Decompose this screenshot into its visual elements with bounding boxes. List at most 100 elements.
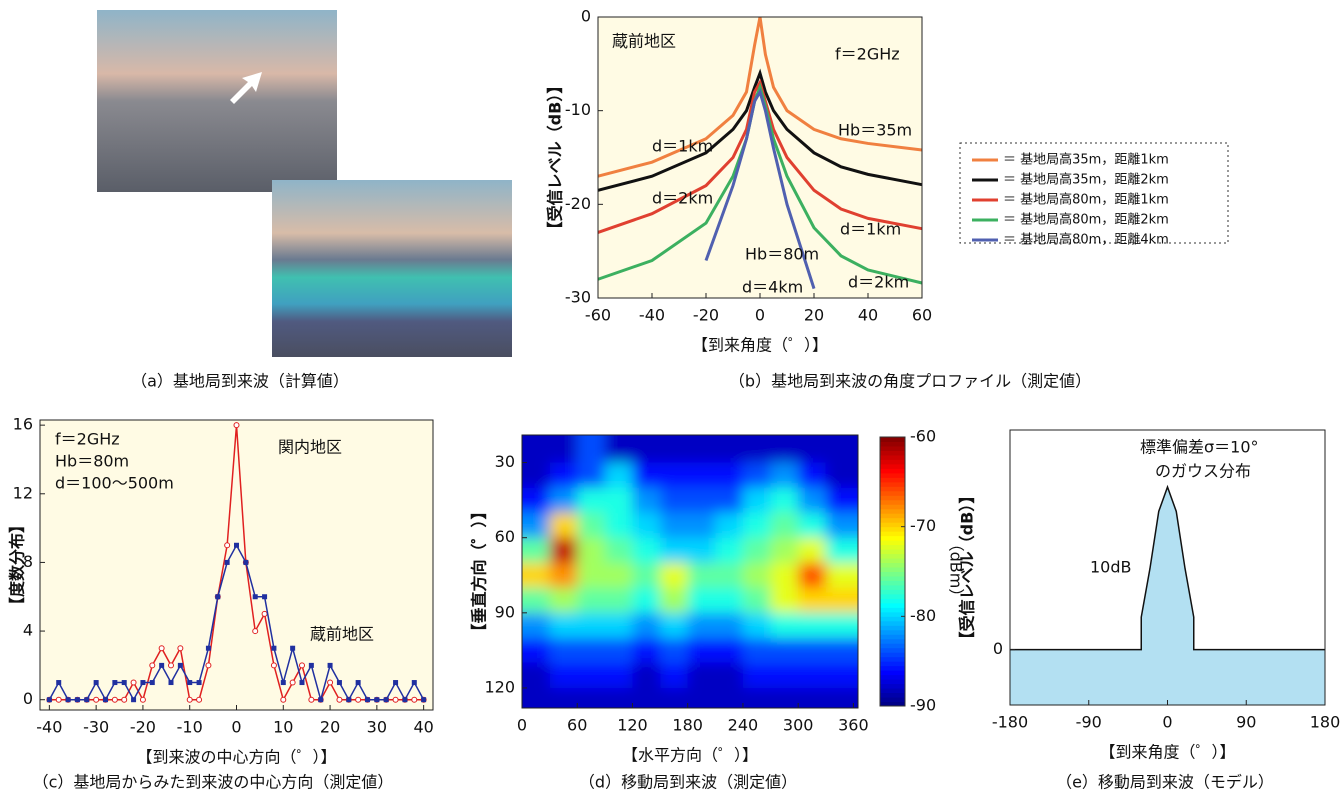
colorbar-segment [880, 688, 905, 693]
x-tick-label: 10 [273, 718, 293, 737]
colorbar-segment [880, 616, 905, 621]
heat-cell [660, 538, 688, 564]
x-tick-label: -60 [585, 306, 611, 325]
annotation: 関内地区 [278, 438, 342, 457]
colorbar-segment [880, 554, 905, 559]
colorbar-segment [880, 607, 905, 612]
heat-cell [632, 488, 660, 514]
y-tick-label: 4 [23, 621, 33, 640]
heat-cell [715, 563, 743, 589]
heat-cell [771, 538, 799, 564]
marker [253, 629, 258, 634]
heat-cell [605, 563, 633, 589]
colorbar-segment [880, 527, 905, 532]
x-tick-label: 40 [858, 306, 878, 325]
heat-cell [688, 538, 716, 564]
colorbar-segment [880, 509, 905, 514]
colorbar-segment [880, 576, 905, 581]
colorbar-segment [880, 585, 905, 590]
marker [318, 697, 323, 702]
colorbar-segment [880, 540, 905, 545]
marker [384, 697, 389, 702]
annotation: f＝2GHz [835, 45, 900, 64]
colorbar-segment [880, 670, 905, 675]
heat-cell [632, 538, 660, 564]
x-axis-label: 【到来波の中心方向（゜）】 [136, 748, 336, 767]
marker [56, 680, 61, 685]
marker [66, 697, 71, 702]
x-tick-label: -40 [639, 306, 665, 325]
y-tick-label: 16 [13, 415, 33, 434]
marker [47, 697, 52, 702]
caption: （b）基地局到来波の角度プロファイル（測定値） [729, 372, 1091, 391]
y-tick-label: 0 [581, 7, 591, 26]
x-tick-label: 120 [617, 716, 648, 735]
heat-cell [715, 638, 743, 664]
annotation: 蔵前地区 [612, 32, 676, 51]
marker [225, 543, 230, 548]
x-tick-label: 60 [912, 306, 932, 325]
heat-cell [826, 663, 882, 689]
heat-cell [715, 412, 743, 463]
photo [272, 180, 512, 357]
x-tick-label: 0 [1162, 713, 1172, 732]
heat-cell [605, 588, 633, 614]
marker [122, 697, 127, 702]
marker [140, 697, 145, 702]
colorbar-segment [880, 675, 905, 680]
heat-cell [771, 488, 799, 514]
heat-cell [577, 488, 605, 514]
heat-cell [605, 412, 633, 463]
colorbar-segment [880, 459, 905, 464]
colorbar-segment [880, 621, 905, 626]
heat-cell [743, 412, 771, 463]
heat-cell [688, 463, 716, 489]
heat-cell [632, 563, 660, 589]
heat-cell [771, 463, 799, 489]
marker [374, 697, 379, 702]
colorbar-segment [880, 630, 905, 635]
caption: （d）移動局到来波（測定値） [579, 773, 797, 792]
colorbar-segment [880, 580, 905, 585]
photo [97, 10, 337, 192]
marker [159, 646, 164, 651]
heat-cell [688, 638, 716, 664]
heat-cell [632, 412, 660, 463]
colorbar-segment [880, 446, 905, 451]
heat-cell [577, 613, 605, 639]
heat-cell [743, 663, 771, 689]
marker [94, 680, 99, 685]
heat-cell [577, 663, 605, 689]
marker [300, 663, 305, 668]
heat-cell [798, 463, 826, 489]
colorbar-segment [880, 679, 905, 684]
heat-cell [743, 513, 771, 539]
annotation: のガウス分布 [1155, 462, 1251, 481]
heat-cell [771, 663, 799, 689]
marker [169, 680, 174, 685]
colorbar-segment [880, 684, 905, 689]
marker [271, 646, 276, 651]
heat-cell [798, 588, 826, 614]
heat-cell [550, 488, 578, 514]
colorbar-tick-label: -60 [910, 427, 936, 446]
y-tick-label: 30 [495, 452, 515, 471]
heat-cell [632, 513, 660, 539]
heat-cell [660, 513, 688, 539]
x-tick-label: 20 [320, 718, 340, 737]
heat-cell [743, 613, 771, 639]
marker [131, 697, 136, 702]
legend-label: ＝ 基地局高80m，距離4km [1003, 232, 1169, 248]
x-axis-label: 【到来角度（゜）】 [692, 336, 828, 355]
colorbar-segment [880, 455, 905, 460]
caption: （e）移動局到来波（モデル） [1056, 773, 1274, 792]
heat-cell [688, 663, 716, 689]
heat-cell [550, 463, 578, 489]
colorbar-segment [880, 486, 905, 491]
annotation: d＝100～500m [55, 474, 174, 493]
colorbar-segment [880, 648, 905, 653]
colorbar-segment [880, 567, 905, 572]
annotation: d＝4km [742, 278, 803, 297]
heatmap-cells [494, 412, 881, 738]
marker [169, 663, 174, 668]
